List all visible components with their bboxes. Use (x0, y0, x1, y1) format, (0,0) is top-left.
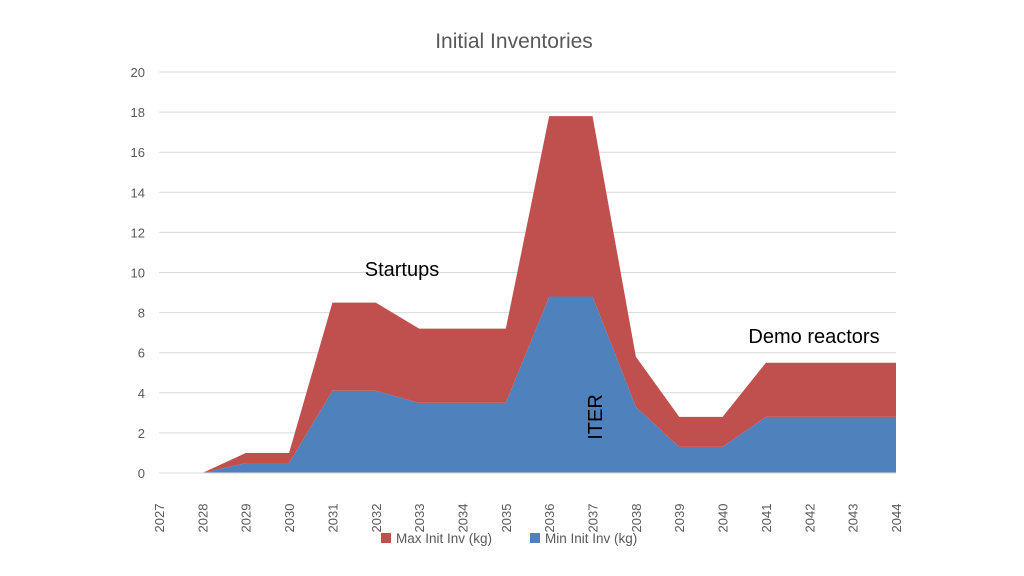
legend-label: Max Init Inv (kg) (396, 531, 492, 546)
y-tick-label: 12 (131, 225, 145, 240)
annotation-startups: Startups (365, 259, 439, 281)
y-tick-label: 16 (131, 145, 145, 160)
x-tick-labels: 2027 2028 2029 2030 2031 2032 2033 2034 2035 2036… (152, 504, 904, 533)
annotation-demo-reactors: Demo reactors (748, 326, 879, 348)
y-tick-label: 10 (131, 266, 145, 281)
x-tick-label: 2032 (369, 504, 384, 533)
area-max-init-inv-kg (202, 116, 897, 474)
y-tick-label: 8 (138, 306, 145, 321)
x-tick-label: 2041 (759, 504, 774, 533)
y-tick-label: 0 (138, 466, 145, 481)
chart-title: Initial Inventories (435, 30, 593, 53)
plot-areas (202, 116, 897, 474)
x-tick-label: 2030 (282, 504, 297, 533)
annotation-iter: ITER (585, 394, 607, 440)
y-tick-label: 4 (138, 386, 145, 401)
x-tick-label: 2035 (499, 504, 514, 533)
y-tick-label: 18 (131, 105, 145, 120)
x-tick-label: 2029 (239, 504, 254, 533)
y-tick-label: 6 (138, 346, 145, 361)
legend-swatch (530, 533, 540, 543)
x-tick-label: 2037 (586, 504, 601, 533)
x-tick-label: 2039 (672, 504, 687, 533)
x-tick-label: 2043 (846, 504, 861, 533)
x-tick-label: 2034 (455, 504, 470, 533)
y-tick-label: 14 (131, 185, 145, 200)
x-tick-label: 2028 (195, 504, 210, 533)
x-tick-label: 2042 (802, 504, 817, 533)
x-tick-label: 2036 (542, 504, 557, 533)
y-tick-label: 2 (138, 426, 145, 441)
legend-label: Min Init Inv (kg) (545, 531, 637, 546)
x-tick-label: 2027 (152, 504, 167, 533)
legend-swatch (381, 533, 391, 543)
annotations: Startups ITER Demo reactors (365, 259, 880, 440)
legend: Max Init Inv (kg) Min Init Inv (kg) (381, 531, 637, 546)
y-tick-labels: 0 2 4 6 8 10 12 14 16 18 20 (131, 65, 145, 481)
x-tick-label: 2040 (716, 504, 731, 533)
y-tick-label: 20 (131, 65, 145, 80)
x-tick-label: 2038 (629, 504, 644, 533)
area-min-init-inv-kg (202, 296, 897, 473)
x-tick-label: 2033 (412, 504, 427, 533)
x-tick-label: 2031 (325, 504, 340, 533)
x-tick-label: 2044 (889, 504, 904, 533)
